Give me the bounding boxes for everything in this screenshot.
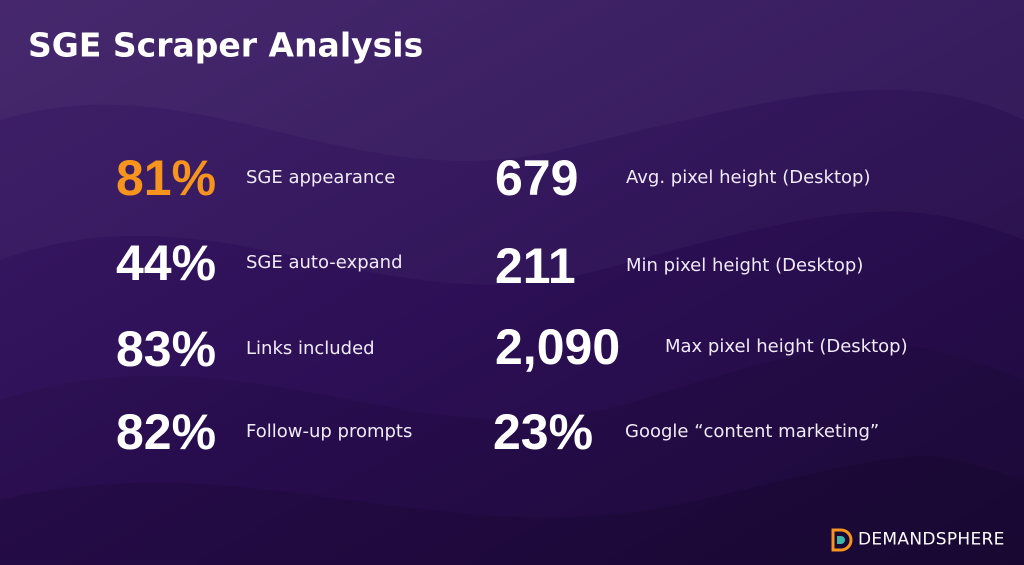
stat-label: SGE appearance [246, 167, 396, 188]
stat-label: Links included [246, 338, 375, 359]
stat-value: 679 [495, 150, 579, 206]
stat-label: Min pixel height (Desktop) [626, 255, 864, 276]
stat-label: Max pixel height (Desktop) [665, 336, 908, 357]
stat-value: 44% [116, 235, 217, 291]
stat-value: 82% [116, 404, 217, 460]
stat-label: Google “content marketing” [625, 421, 880, 442]
stat-value: 2,090 [495, 319, 621, 375]
title: SGE Scraper Analysis [28, 25, 424, 65]
stat-value: 211 [495, 238, 576, 294]
stat-label: Follow-up prompts [246, 421, 413, 442]
stat-value: 81% [116, 150, 217, 206]
stat-label: Avg. pixel height (Desktop) [626, 167, 871, 188]
stat-value: 23% [493, 404, 594, 460]
logo-text: DEMANDSPHERE [858, 529, 1005, 550]
stat-label: SGE auto-expand [246, 252, 403, 273]
stat-value: 83% [116, 321, 217, 377]
